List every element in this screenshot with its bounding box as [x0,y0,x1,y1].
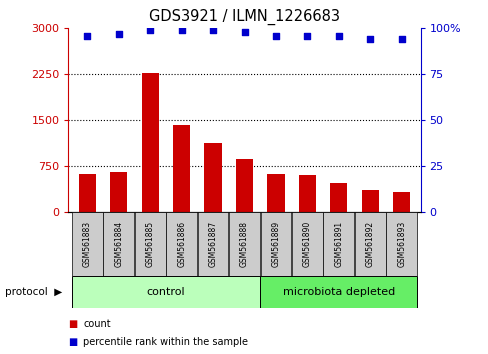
Point [209,27,217,33]
Text: GSM561888: GSM561888 [240,221,248,267]
Bar [166,212,197,276]
Text: GSM561892: GSM561892 [365,221,374,267]
Bar [392,192,409,212]
Text: control: control [146,287,185,297]
Bar [141,73,159,212]
Bar [71,276,260,308]
Text: microbiota depleted: microbiota depleted [282,287,394,297]
Bar [386,212,416,276]
Point [397,36,405,42]
Bar [329,183,347,212]
Text: GSM561886: GSM561886 [177,221,186,267]
Bar [79,175,96,212]
Bar [197,212,228,276]
Text: GSM561885: GSM561885 [145,221,154,267]
Bar [323,212,353,276]
Text: GSM561884: GSM561884 [114,221,123,267]
Bar [260,276,417,308]
Text: GSM561889: GSM561889 [271,221,280,267]
Bar [235,159,253,212]
Text: protocol  ▶: protocol ▶ [5,287,62,297]
Point [240,29,248,35]
Text: ■: ■ [68,319,78,329]
Text: count: count [83,319,110,329]
Bar [72,212,102,276]
Text: GSM561887: GSM561887 [208,221,217,267]
Point [115,31,122,37]
Bar [228,212,260,276]
Point [177,27,185,33]
Point [83,33,91,39]
Text: GSM561891: GSM561891 [334,221,343,267]
Text: percentile rank within the sample: percentile rank within the sample [83,337,247,347]
Point [303,33,311,39]
Bar [354,212,385,276]
Bar [260,212,291,276]
Bar [204,143,221,212]
Text: GSM561883: GSM561883 [82,221,92,267]
Bar [173,125,190,212]
Text: GSM561890: GSM561890 [302,221,311,267]
Bar [110,172,127,212]
Text: ■: ■ [68,337,78,347]
Point [146,27,154,33]
Bar [267,174,284,212]
Point [334,33,342,39]
Point [366,36,373,42]
Text: GSM561893: GSM561893 [396,221,406,267]
Bar [298,175,315,212]
Bar [135,212,165,276]
Bar [291,212,322,276]
Text: GDS3921 / ILMN_1226683: GDS3921 / ILMN_1226683 [149,9,339,25]
Bar [103,212,134,276]
Point [271,33,279,39]
Bar [361,190,378,212]
